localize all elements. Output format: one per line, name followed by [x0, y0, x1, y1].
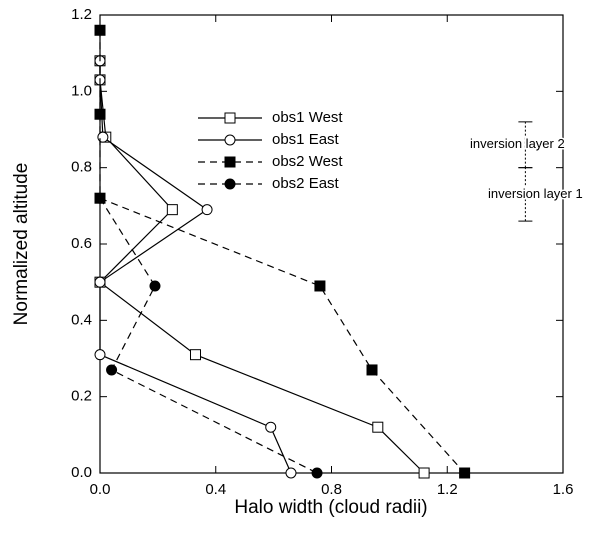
y-tick-label: 0.4 — [71, 311, 92, 328]
y-tick-label: 0.6 — [71, 235, 92, 252]
legend-marker — [224, 178, 236, 190]
legend-label: obs2 East — [272, 175, 340, 192]
series-line — [99, 197, 318, 474]
data-point — [201, 204, 213, 216]
y-tick-label: 0.2 — [71, 388, 92, 405]
x-tick-label: 1.6 — [553, 481, 574, 498]
data-point — [285, 467, 297, 479]
plot-frame — [99, 14, 564, 474]
y-tick-label: 1.0 — [71, 82, 92, 99]
legend-label: obs1 East — [272, 131, 340, 148]
data-point — [97, 131, 109, 143]
legend-marker — [224, 156, 236, 168]
data-point — [106, 364, 118, 376]
data-point — [94, 276, 106, 288]
data-point — [149, 280, 161, 292]
data-point — [418, 467, 430, 479]
x-tick-label: 1.2 — [437, 481, 458, 498]
legend-label: obs2 West — [272, 153, 343, 170]
x-tick-label: 0.0 — [90, 481, 111, 498]
data-point — [311, 467, 323, 479]
data-point — [94, 24, 106, 36]
x-tick-label: 0.4 — [205, 481, 226, 498]
data-point — [314, 280, 326, 292]
data-point — [94, 108, 106, 120]
data-point — [459, 467, 471, 479]
data-point — [189, 349, 201, 361]
data-point — [265, 421, 277, 433]
data-point — [366, 364, 378, 376]
series-line — [99, 30, 466, 474]
x-tick-label: 0.8 — [321, 481, 342, 498]
y-tick-label: 0.8 — [71, 159, 92, 176]
y-tick-label: 1.2 — [71, 6, 92, 23]
series-line — [99, 60, 292, 474]
data-point — [372, 421, 384, 433]
data-point — [166, 204, 178, 216]
legend-marker — [224, 134, 236, 146]
data-point — [94, 349, 106, 361]
legend-marker — [224, 112, 236, 124]
series-line — [99, 60, 425, 474]
data-point — [94, 192, 106, 204]
annotation-label: inversion layer 1 — [488, 186, 583, 201]
legend-label: obs1 West — [272, 109, 343, 126]
x-axis-title: Halo width (cloud radii) — [234, 497, 427, 518]
annotation-label: inversion layer 2 — [470, 136, 565, 151]
y-axis-title: Normalized altitude — [11, 163, 32, 326]
y-tick-label: 0.0 — [71, 464, 92, 481]
